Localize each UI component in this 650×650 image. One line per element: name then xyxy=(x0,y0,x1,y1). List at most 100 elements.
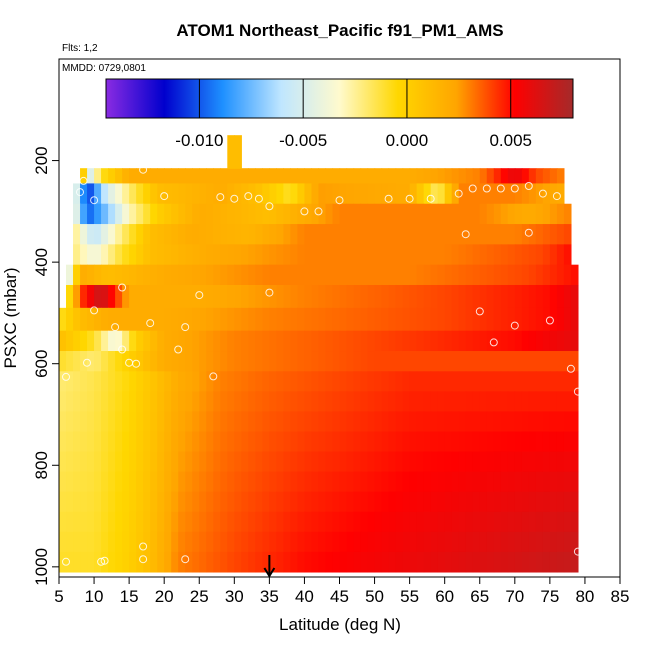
heatmap-cell xyxy=(437,511,446,533)
heatmap-cell xyxy=(472,351,481,372)
heatmap-cell xyxy=(563,531,572,553)
heatmap-cell xyxy=(465,531,474,553)
heatmap-cell xyxy=(199,471,207,493)
heatmap-cell xyxy=(164,330,172,352)
heatmap-cell xyxy=(157,411,165,433)
y-axis-label: PSXC (mbar) xyxy=(1,267,20,368)
heatmap-cell xyxy=(101,371,109,392)
heatmap-cell xyxy=(479,168,488,185)
heatmap-cell xyxy=(269,511,277,533)
heatmap-cell xyxy=(388,471,397,493)
heatmap-cell xyxy=(304,264,313,286)
heatmap-cell xyxy=(101,330,109,352)
heatmap-cell xyxy=(185,431,193,453)
heatmap-cell xyxy=(381,451,390,473)
heatmap-cell xyxy=(185,224,193,245)
heatmap-cell xyxy=(122,451,130,473)
heatmap-cell xyxy=(458,491,467,513)
heatmap-cell xyxy=(115,183,123,205)
heatmap-cell xyxy=(220,391,228,413)
x-tick-label: 35 xyxy=(260,587,279,606)
heatmap-cell xyxy=(395,284,404,309)
heatmap-cell xyxy=(325,511,334,533)
heatmap-cell xyxy=(304,284,313,309)
heatmap-cell xyxy=(416,451,425,473)
heatmap-cell xyxy=(185,471,193,493)
heatmap-cell xyxy=(234,264,242,286)
observation-point xyxy=(146,319,155,328)
heatmap-cell xyxy=(129,224,137,245)
heatmap-cell xyxy=(178,244,186,266)
heatmap-cell xyxy=(479,471,488,493)
heatmap-cell xyxy=(528,244,537,266)
observation-point xyxy=(461,230,470,239)
heatmap-cell xyxy=(136,307,144,332)
heatmap-cell xyxy=(220,264,228,286)
heatmap-cell xyxy=(563,451,572,473)
heatmap-cell xyxy=(402,203,411,225)
heatmap-cell xyxy=(311,351,320,372)
heatmap-cell xyxy=(486,531,495,553)
heatmap-cell xyxy=(276,264,284,286)
heatmap-cell xyxy=(437,330,446,352)
heatmap-cell xyxy=(80,264,88,286)
observation-point xyxy=(216,193,225,202)
heatmap-cell xyxy=(143,391,151,413)
heatmap-cell xyxy=(304,551,313,573)
heatmap-cell xyxy=(143,330,151,352)
heatmap-cell xyxy=(514,284,523,309)
heatmap-cell xyxy=(423,330,432,352)
heatmap-cell xyxy=(136,491,144,513)
heatmap-cell xyxy=(73,307,81,332)
heatmap-cell xyxy=(437,351,446,372)
heatmap-cell xyxy=(318,183,327,205)
heatmap-cell xyxy=(290,351,299,372)
heatmap-cell xyxy=(458,330,467,352)
heatmap-cell xyxy=(493,183,502,205)
heatmap-cell xyxy=(87,411,95,433)
heatmap-cell xyxy=(283,551,292,573)
heatmap-cell xyxy=(514,264,523,286)
observation-point xyxy=(335,196,344,205)
heatmap-cell xyxy=(528,168,537,185)
observation-point xyxy=(139,165,148,174)
heatmap-cell xyxy=(80,284,88,309)
heatmap-cell xyxy=(262,371,270,392)
heatmap-cell xyxy=(332,203,341,225)
heatmap-cell xyxy=(318,203,327,225)
heatmap-cell xyxy=(297,491,306,513)
heatmap-cell xyxy=(269,244,277,266)
heatmap-cell xyxy=(416,351,425,372)
heatmap-cell xyxy=(101,451,109,473)
heatmap-cell xyxy=(122,391,130,413)
heatmap-cell xyxy=(549,224,558,245)
observation-point xyxy=(139,542,148,551)
heatmap-cell xyxy=(213,531,221,553)
heatmap-cell xyxy=(549,168,558,185)
heatmap-cell xyxy=(318,531,327,553)
heatmap-cell xyxy=(500,264,509,286)
heatmap-cell xyxy=(276,351,284,372)
heatmap-cell xyxy=(150,491,158,513)
heatmap-cell xyxy=(542,491,551,513)
x-tick-label: 55 xyxy=(400,587,419,606)
observation-point xyxy=(524,228,533,237)
heatmap-cell xyxy=(521,471,530,493)
heatmap-cell xyxy=(164,451,172,473)
heatmap-cell xyxy=(206,264,214,286)
heatmap-cell xyxy=(185,264,193,286)
heatmap-cell xyxy=(276,224,284,245)
heatmap-cell xyxy=(374,307,383,332)
heatmap-cell xyxy=(122,183,130,205)
heatmap-cell xyxy=(402,284,411,309)
heatmap-cell xyxy=(402,330,411,352)
heatmap-cell xyxy=(535,511,544,533)
heatmap-cell xyxy=(143,244,151,266)
heatmap-cell xyxy=(521,264,530,286)
heatmap-cell xyxy=(94,183,102,205)
observation-point xyxy=(83,358,91,367)
heatmap-cell xyxy=(206,451,214,473)
heatmap-cell xyxy=(458,411,467,433)
observation-point xyxy=(90,196,99,205)
heatmap-cell xyxy=(108,411,116,433)
